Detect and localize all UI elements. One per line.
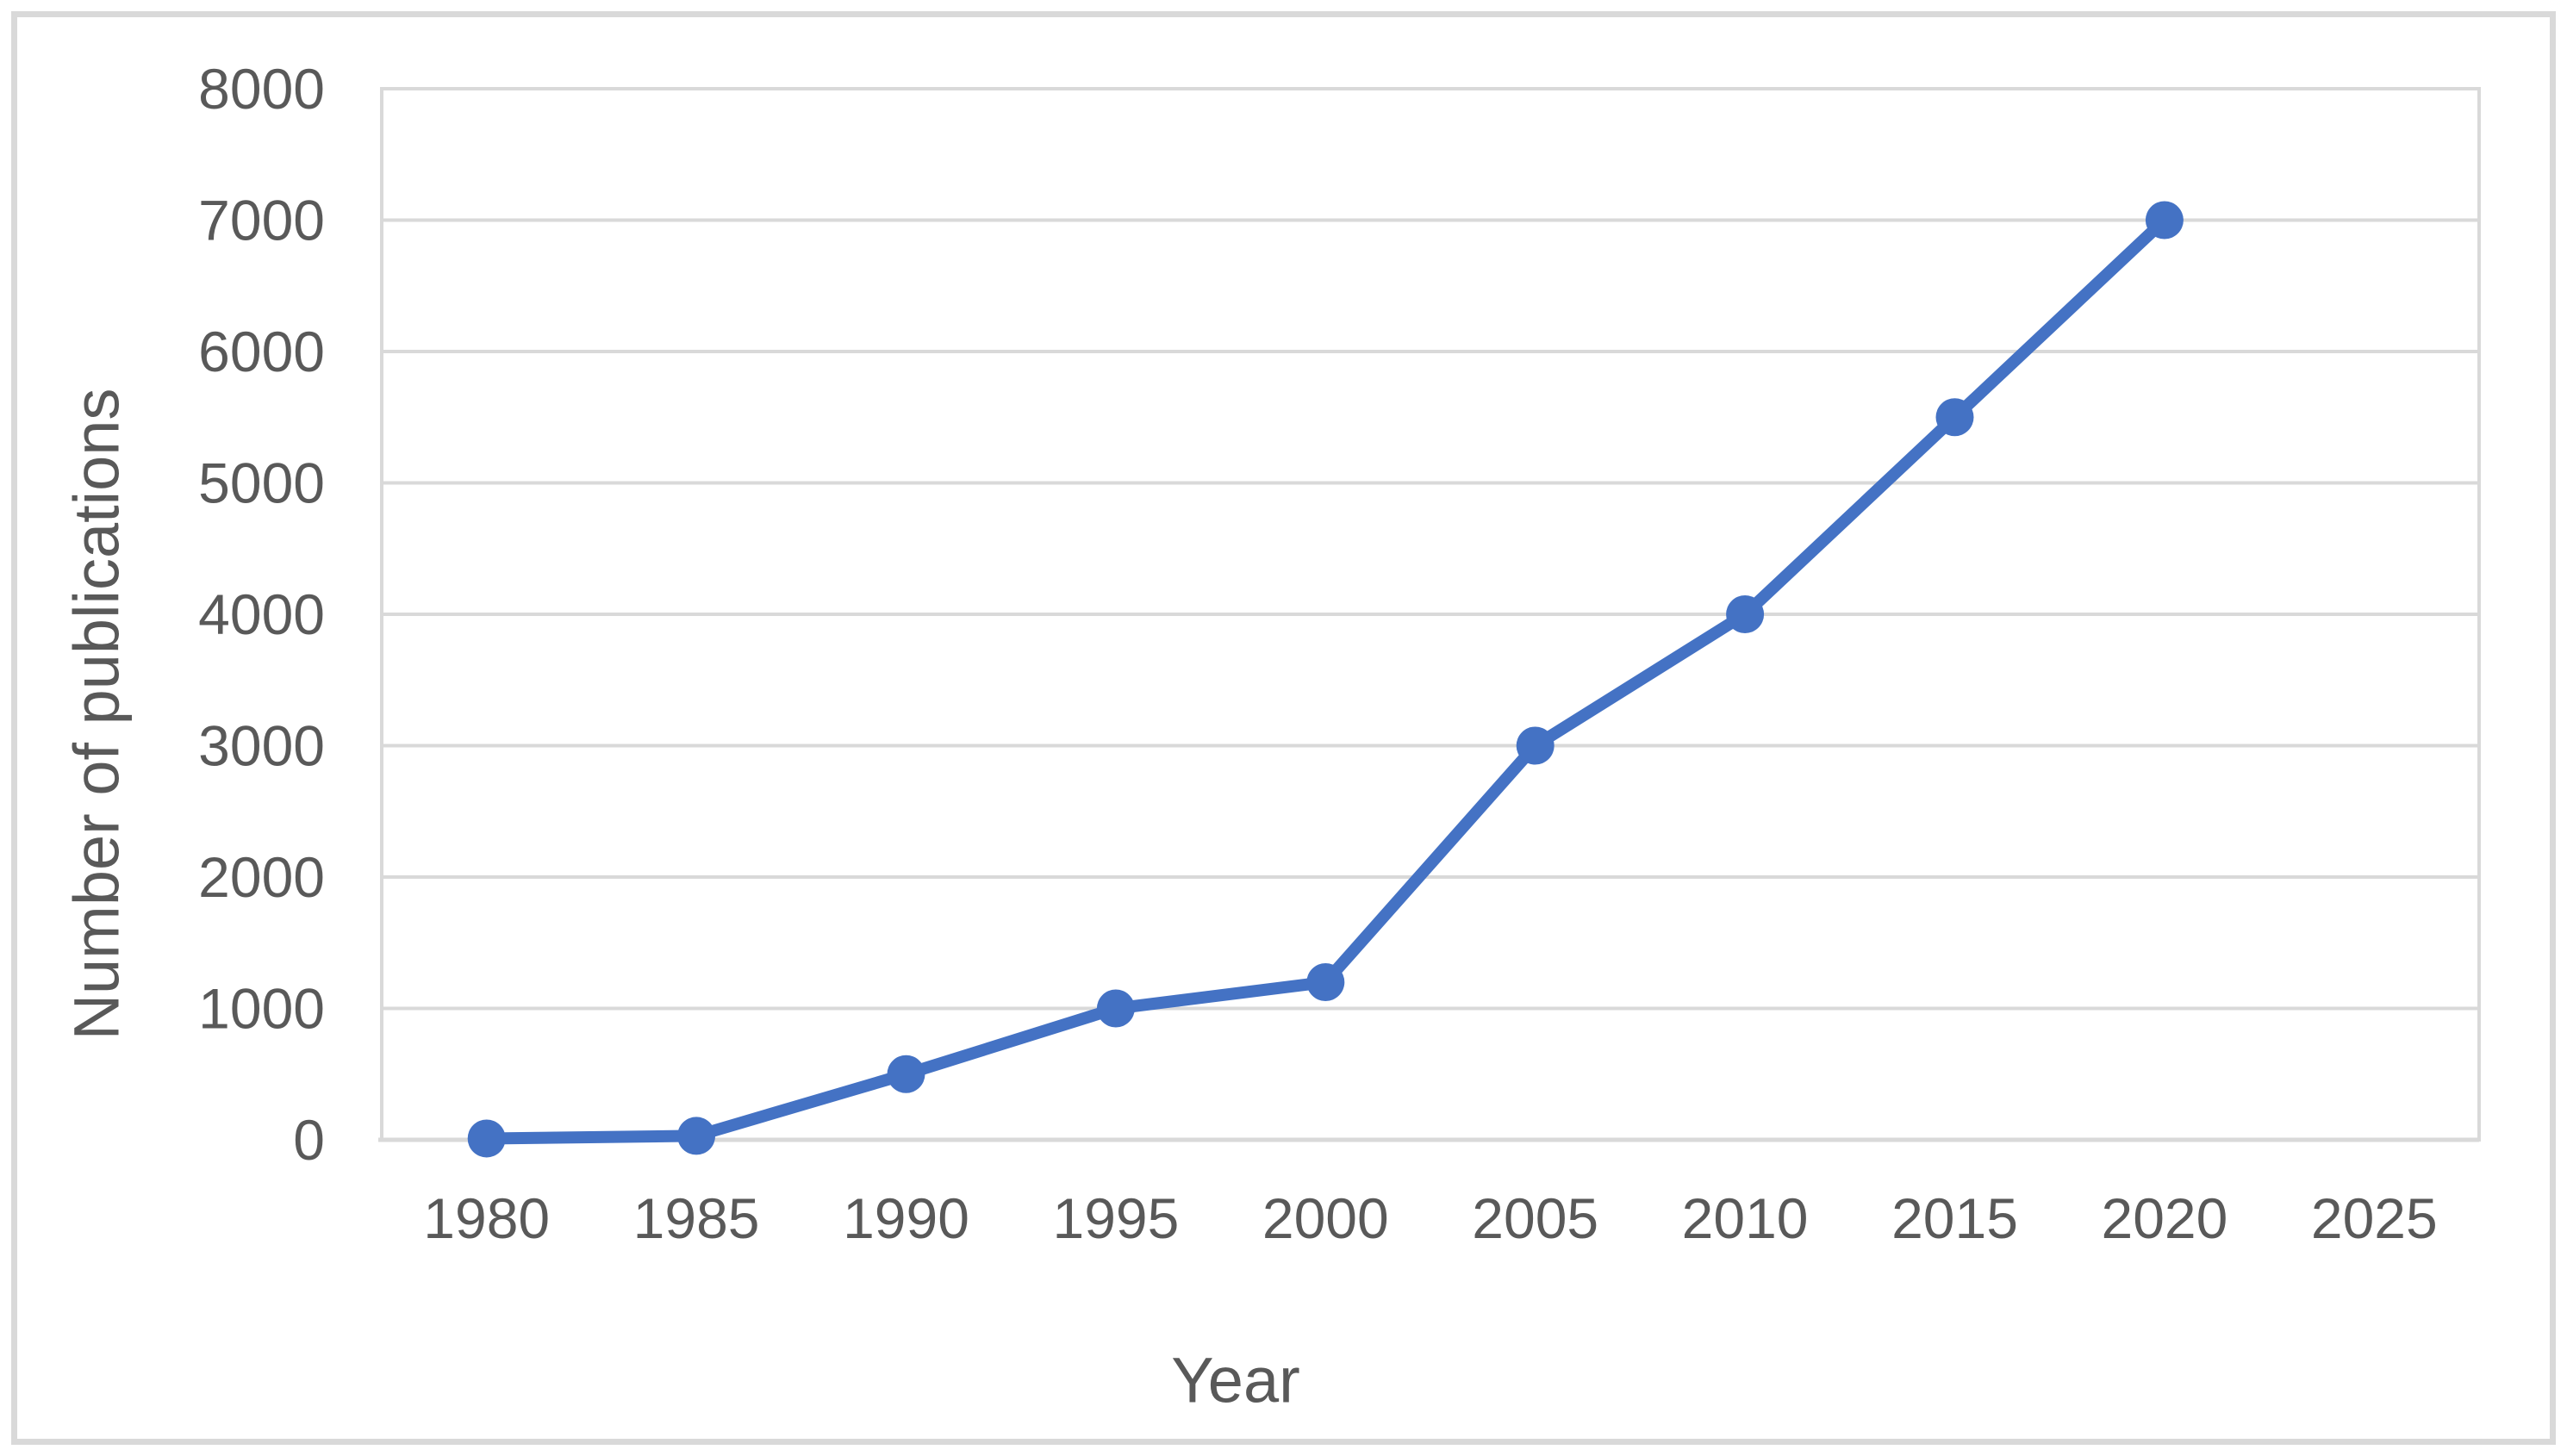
x-tick-label: 2015: [1891, 1186, 2018, 1250]
x-tick-label: 2010: [1682, 1186, 1809, 1250]
data-point-marker: [1306, 963, 1345, 1001]
gridlines: [378, 87, 2479, 1142]
plot-borders: [380, 87, 2481, 1142]
data-point-marker: [2145, 201, 2184, 240]
data-point-marker: [1935, 398, 1974, 437]
x-axis-title: Year: [1171, 1345, 1300, 1416]
x-tick-label: 2020: [2101, 1186, 2227, 1250]
y-tick-label: 6000: [198, 320, 325, 383]
data-point-marker: [887, 1055, 925, 1093]
y-tick-label: 8000: [198, 57, 325, 121]
x-axis-tick-labels: 1980 1985 1990 1995 2000 2005 2010 2015 2020 2025: [423, 1186, 2437, 1250]
y-tick-label: 1000: [198, 977, 325, 1041]
y-tick-label: 2000: [198, 845, 325, 909]
y-tick-label: 4000: [198, 582, 325, 646]
x-tick-label: 2005: [1472, 1186, 1598, 1250]
data-point-marker: [1726, 595, 1765, 633]
y-axis-title: Number of publications: [61, 389, 133, 1041]
x-tick-label: 1995: [1052, 1186, 1179, 1250]
data-point-marker: [1096, 989, 1135, 1028]
x-tick-label: 2025: [2311, 1186, 2438, 1250]
y-tick-label: 7000: [198, 189, 325, 252]
y-tick-label: 3000: [198, 714, 325, 778]
y-tick-label: 0: [293, 1108, 325, 1172]
series-group: [467, 201, 2184, 1158]
x-tick-label: 2000: [1262, 1186, 1389, 1250]
y-tick-label: 5000: [198, 451, 325, 515]
figure-border: [11, 11, 2556, 1445]
data-point-marker: [1516, 726, 1555, 765]
data-point-marker: [677, 1117, 716, 1155]
x-tick-label: 1990: [843, 1186, 969, 1250]
x-tick-label: 1985: [633, 1186, 760, 1250]
x-tick-label: 1980: [423, 1186, 550, 1250]
data-point-marker: [467, 1119, 506, 1158]
y-axis-tick-labels: 0 1000 2000 3000 4000 5000 6000 7000 8000: [198, 57, 325, 1172]
